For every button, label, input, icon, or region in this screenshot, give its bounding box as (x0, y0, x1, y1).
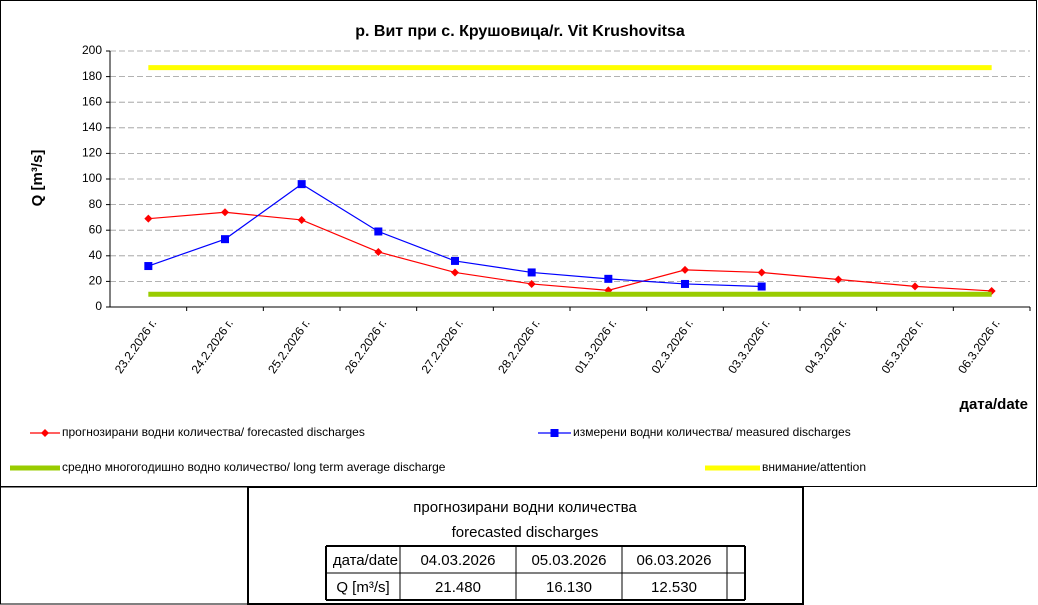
forecast-table: прогнозирани водни количества forecasted… (0, 486, 804, 605)
marker (527, 268, 536, 277)
table-title: forecasted discharges (452, 524, 599, 541)
marker (144, 214, 153, 223)
legend-label: средно многогодишно водно количество/ lo… (62, 460, 446, 474)
y-tick-label: 0 (95, 299, 102, 313)
y-tick-label: 160 (82, 94, 102, 108)
marker (681, 279, 689, 288)
marker (681, 265, 689, 274)
table-border (0, 486, 249, 605)
x-tick-label: 04.3.2026 г. (802, 317, 850, 377)
x-tick-label: 02.3.2026 г. (648, 317, 696, 377)
x-axis-label: дата/date (959, 396, 1028, 413)
marker (374, 247, 383, 256)
y-tick-label: 140 (82, 120, 102, 134)
marker (527, 279, 536, 288)
x-tick-label: 03.3.2026 г. (725, 317, 773, 377)
marker (451, 256, 459, 265)
chart-border (0, 0, 1037, 487)
x-tick-label: 23.2.2026 г. (112, 317, 160, 377)
y-tick-label: 60 (89, 222, 103, 236)
legend-label: измерени водни количества/ measured disc… (573, 425, 851, 439)
marker (144, 262, 153, 271)
y-tick-label: 120 (82, 146, 102, 160)
table-cell: 16.130 (546, 579, 592, 596)
y-tick-label: 40 (89, 248, 103, 262)
marker (221, 208, 229, 217)
y-axis-label: Q [m³/s] (29, 150, 46, 207)
x-tick-label: 26.2.2026 г. (342, 317, 390, 377)
table-header: 06.03.2026 (636, 552, 711, 569)
marker (451, 268, 459, 277)
marker (757, 282, 766, 291)
y-tick-label: 20 (89, 274, 103, 288)
x-tick-label: 05.3.2026 г. (878, 317, 926, 377)
marker (757, 268, 766, 277)
table-cell: Q [m³/s] (336, 579, 389, 596)
x-tick-label: 24.2.2026 г. (188, 317, 236, 377)
y-tick-label: 100 (82, 171, 102, 185)
x-tick-label: 25.2.2026 г. (265, 317, 313, 377)
y-tick-label: 200 (82, 43, 102, 57)
table-header: 04.03.2026 (420, 552, 495, 569)
x-tick-label: 28.2.2026 г. (495, 317, 543, 377)
marker (834, 275, 843, 284)
table-border (247, 486, 804, 605)
table-title: прогнозирани водни количества (413, 499, 637, 516)
x-tick-label: 27.2.2026 г. (418, 317, 466, 377)
legend-marker (550, 429, 559, 437)
marker (911, 282, 919, 291)
legend-label: внимание/attention (762, 460, 866, 474)
series-line (148, 211, 992, 292)
marker (604, 274, 613, 283)
table-header: 05.03.2026 (531, 552, 606, 569)
legend-marker (41, 429, 49, 437)
chart-title: р. Вит при с. Крушовица/r. Vit Krushovit… (355, 23, 685, 40)
table-cell: 12.530 (651, 579, 697, 596)
marker (297, 180, 306, 189)
marker (297, 215, 306, 224)
y-tick-label: 80 (89, 197, 103, 211)
marker (221, 235, 229, 244)
x-tick-label: 01.3.2026 г. (572, 317, 620, 377)
marker (374, 227, 383, 236)
x-tick-label: 06.3.2026 г. (955, 317, 1003, 377)
legend-label: прогнозирани водни количества/ forecaste… (62, 425, 365, 439)
y-tick-label: 180 (82, 69, 102, 83)
table-cell: 21.480 (435, 579, 481, 596)
table-header: дата/date (333, 552, 398, 569)
